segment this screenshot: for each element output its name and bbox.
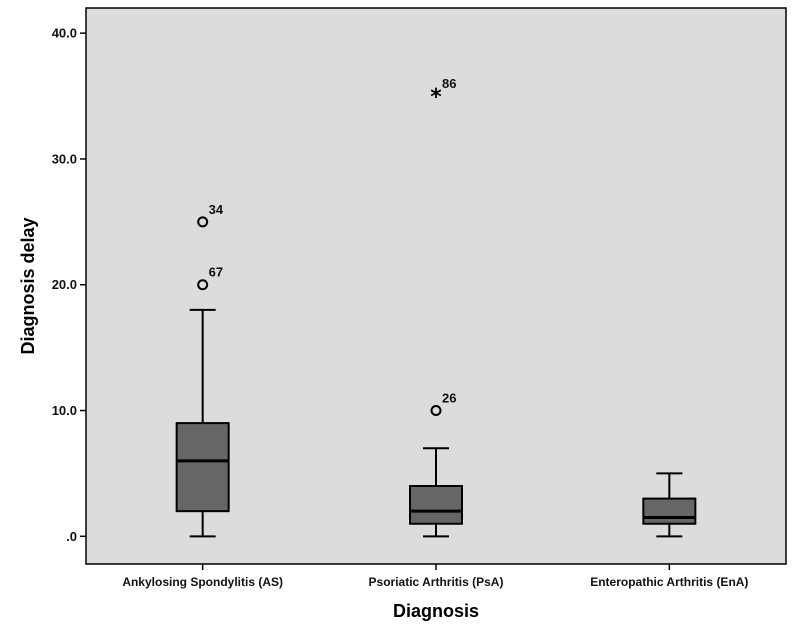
y-tick-label: 40.0 (52, 26, 77, 41)
y-tick-label: 30.0 (52, 151, 77, 166)
outlier-label: 67 (209, 265, 223, 280)
x-axis: Ankylosing Spondylitis (AS) Psoriatic Art… (122, 564, 748, 589)
box-group (642, 472, 697, 538)
outlier-circle-marker (197, 279, 209, 291)
y-axis: .0 10.0 20.0 30.0 40.0 (52, 26, 86, 544)
iqr-box (642, 497, 697, 525)
outlier-circle-marker (430, 405, 442, 417)
y-tick-label: 10.0 (52, 403, 77, 418)
outlier-star-marker: * (430, 85, 442, 110)
y-tick-label: 20.0 (52, 277, 77, 292)
outlier-label: 26 (442, 391, 456, 406)
y-tick-label: .0 (66, 529, 77, 544)
iqr-box (175, 422, 230, 513)
outlier-label: 86 (442, 76, 456, 91)
x-category-label: Ankylosing Spondylitis (AS) (122, 575, 283, 589)
box-group: 34 67 (175, 202, 230, 538)
x-category-label: Enteropathic Arthritis (EnA) (590, 575, 748, 589)
outlier-label: 34 (209, 202, 224, 217)
x-category-label: Psoriatic Arthritis (PsA) (369, 575, 504, 589)
boxes-group: 34 67 *86 26 (175, 76, 697, 538)
iqr-box (409, 485, 463, 525)
box-group: *86 26 (409, 76, 463, 538)
x-axis-title: Diagnosis (393, 601, 479, 621)
y-axis-title: Diagnosis delay (18, 217, 38, 354)
outlier-circle-marker (197, 216, 209, 228)
